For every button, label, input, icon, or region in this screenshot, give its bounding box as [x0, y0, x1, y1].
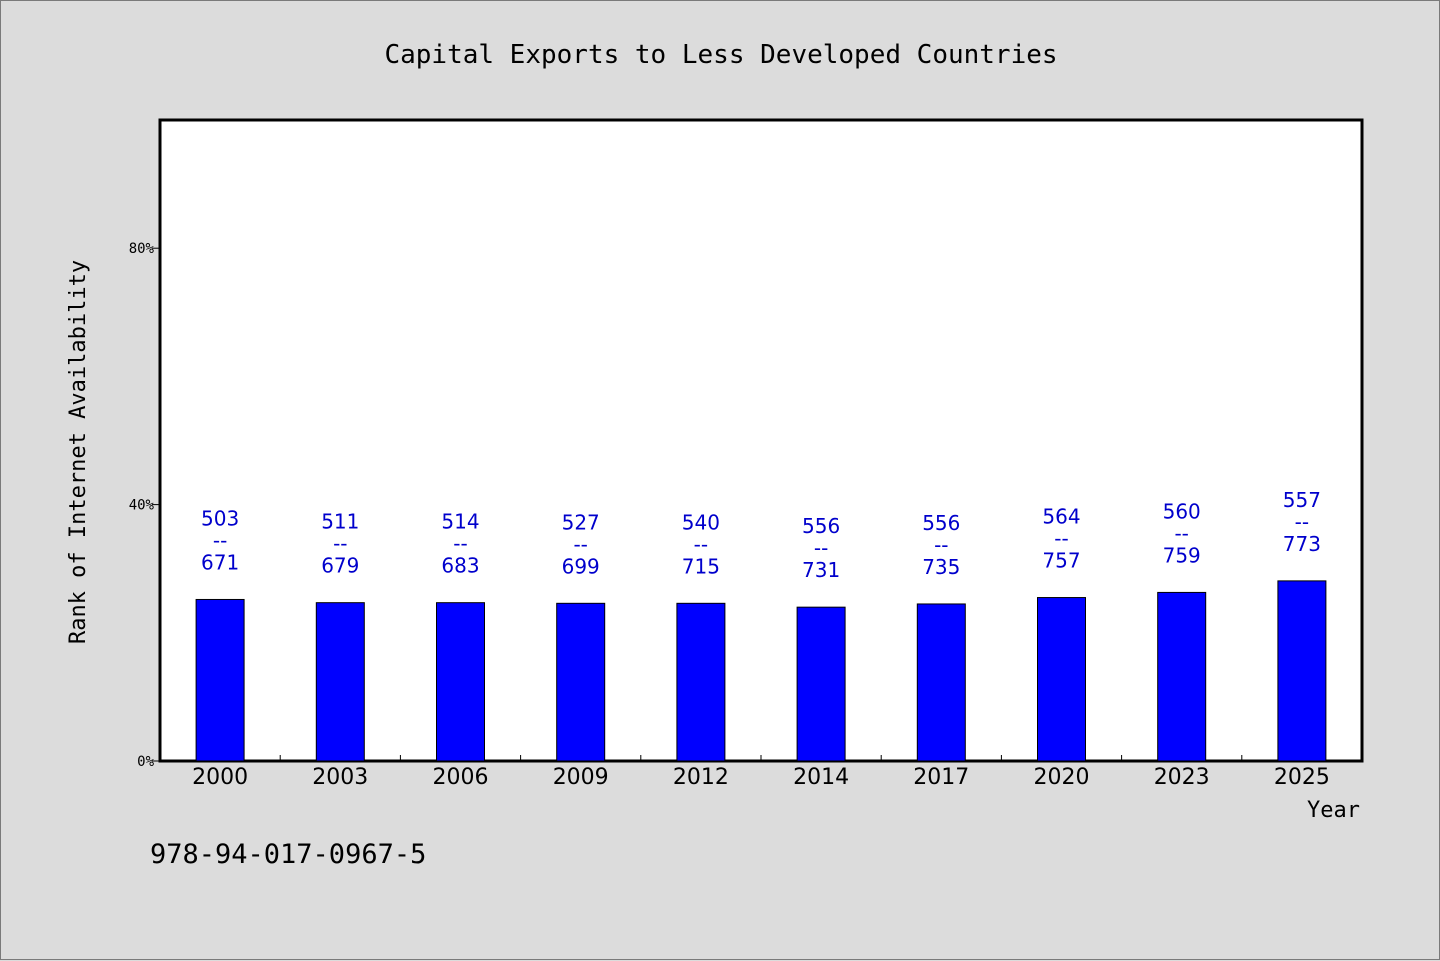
data-label: 540 — [682, 510, 720, 534]
data-label: 683 — [441, 554, 479, 578]
data-label: 564 — [1042, 505, 1080, 529]
x-tick-label: 2025 — [1274, 765, 1330, 790]
x-tick-label: 2020 — [1034, 765, 1090, 790]
data-label: -- — [453, 532, 467, 556]
data-label: 679 — [321, 554, 359, 578]
data-label: -- — [694, 532, 708, 556]
x-tick-label: 2000 — [192, 765, 248, 790]
x-tick-label: 2003 — [312, 765, 368, 790]
bar — [676, 602, 726, 762]
bar — [1277, 580, 1327, 762]
bars-group — [195, 580, 1327, 762]
data-label: 671 — [201, 550, 239, 574]
data-label: 527 — [562, 510, 600, 534]
bar — [1157, 591, 1207, 762]
x-tick-label: 2017 — [913, 765, 969, 790]
data-label: 757 — [1042, 549, 1080, 573]
data-label: -- — [1174, 521, 1188, 545]
x-axis-label: Year — [1307, 798, 1360, 823]
footer-code: 978-94-017-0967-5 — [150, 839, 426, 870]
data-label: -- — [1295, 510, 1309, 534]
bar — [195, 598, 245, 762]
y-tick-label: 80% — [129, 241, 155, 257]
data-label: 560 — [1163, 499, 1201, 523]
y-axis-label: Rank of Internet Availability — [66, 260, 91, 644]
data-label: 557 — [1283, 488, 1321, 512]
bar — [916, 603, 966, 762]
data-label: 556 — [802, 514, 840, 538]
bar — [1037, 597, 1086, 762]
data-label: -- — [934, 533, 948, 557]
y-tick-label: 40% — [129, 498, 155, 514]
data-label: -- — [573, 532, 587, 556]
x-tick-label: 2006 — [433, 765, 489, 790]
bar — [315, 602, 365, 762]
x-tick-label: 2023 — [1154, 765, 1210, 790]
y-axis: 0% 40% 80% — [129, 241, 160, 770]
bar — [796, 606, 846, 762]
data-label: 514 — [441, 510, 479, 534]
data-label: 715 — [682, 554, 720, 578]
data-label: -- — [1054, 527, 1068, 551]
data-label: 503 — [201, 506, 239, 530]
bar — [556, 602, 606, 762]
data-label: 735 — [922, 555, 960, 579]
data-label: 699 — [562, 554, 600, 578]
data-labels-group: 503--671511--679514--683527--699540--715… — [201, 488, 1321, 582]
data-label: 759 — [1163, 543, 1201, 567]
x-axis: 2000 2003 2006 2009 2012 2014 2017 2020 2023 2025 — [192, 755, 1330, 790]
chart-title: Capital Exports to Less Developed Countr… — [384, 40, 1057, 70]
data-label: -- — [333, 532, 347, 556]
x-tick-label: 2012 — [673, 765, 729, 790]
bar — [436, 602, 485, 762]
x-tick-label: 2014 — [793, 765, 849, 790]
data-label: -- — [814, 536, 828, 560]
data-label: 511 — [321, 510, 359, 534]
data-label: -- — [213, 528, 227, 552]
data-label: 773 — [1283, 532, 1321, 556]
x-tick-label: 2009 — [553, 765, 609, 790]
data-label: 556 — [922, 511, 960, 535]
data-label: 731 — [802, 558, 840, 582]
y-tick-label: 0% — [137, 754, 154, 770]
